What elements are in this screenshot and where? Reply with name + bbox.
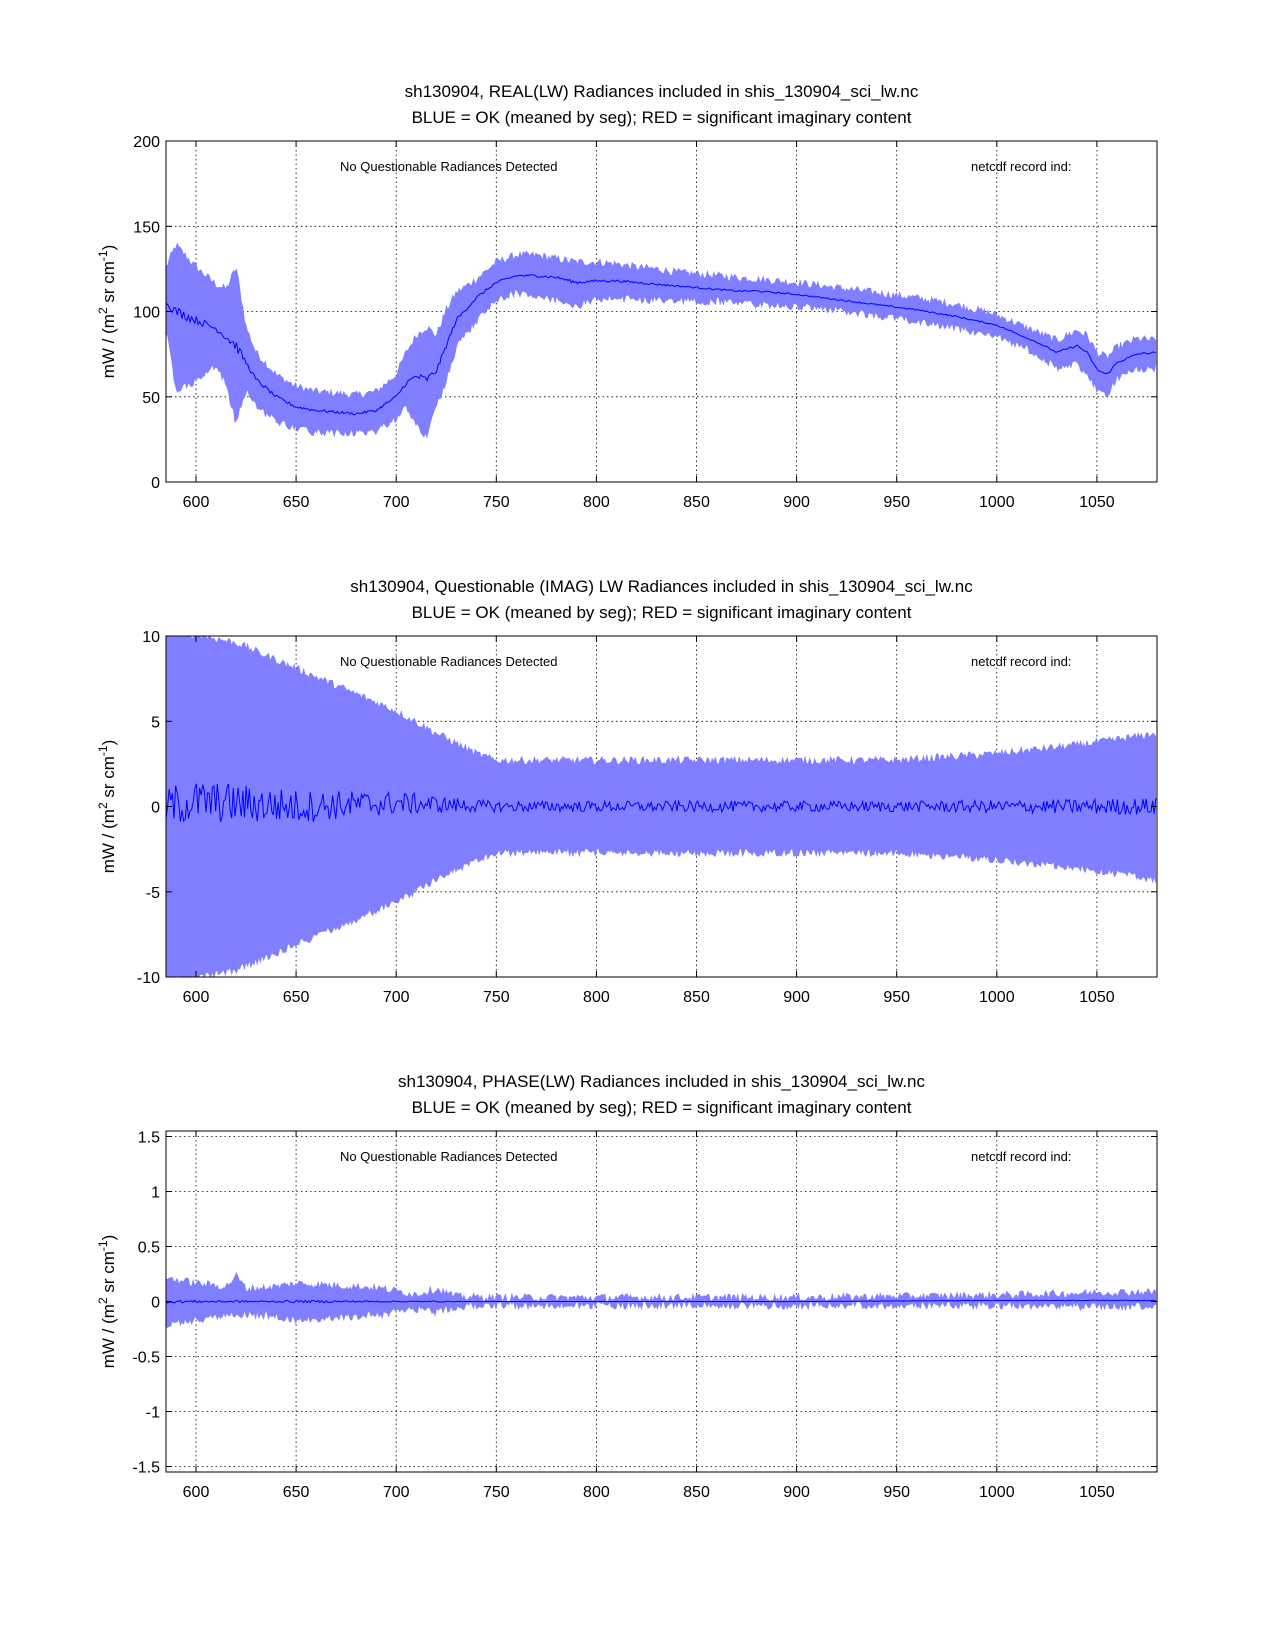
y-tick-label: 0 (151, 800, 160, 817)
x-tick-label: 750 (483, 989, 510, 1006)
plot-area (166, 242, 1157, 439)
plot-area (166, 636, 1157, 977)
y-tick-label: 0 (151, 475, 160, 492)
y-axis-label: mW / (m2 sr cm-1) (96, 740, 118, 874)
x-tick-label: 600 (183, 1484, 210, 1501)
x-tick-label: 1050 (1079, 989, 1115, 1006)
x-tick-label: 800 (583, 989, 610, 1006)
chart-title-line-1: sh130904, PHASE(LW) Radiances included i… (398, 1072, 925, 1091)
x-tick-label: 700 (383, 1484, 410, 1501)
plot-area (166, 1271, 1157, 1328)
x-tick-label: 900 (783, 989, 810, 1006)
annotation-netcdf-record: netcdf record ind: (971, 654, 1071, 669)
annotation-no-questionable: No Questionable Radiances Detected (340, 654, 558, 669)
x-tick-label: 600 (183, 989, 210, 1006)
x-tick-label: 750 (483, 1484, 510, 1501)
y-tick-label: -10 (137, 970, 160, 987)
x-tick-label: 700 (383, 494, 410, 511)
series-mean-line (166, 783, 1157, 823)
y-tick-label: 50 (142, 390, 160, 407)
x-tick-label: 950 (883, 989, 910, 1006)
x-tick-label: 950 (883, 494, 910, 511)
y-tick-label: -0.5 (132, 1350, 160, 1367)
series-mean-line (166, 274, 1157, 416)
y-tick-label: -1 (146, 1405, 160, 1422)
chart-title-line-2: BLUE = OK (meaned by seg); RED = signifi… (412, 108, 912, 127)
x-tick-label: 1050 (1079, 1484, 1115, 1501)
series-envelope-band (166, 1271, 1157, 1328)
y-axis-label: mW / (m2 sr cm-1) (96, 245, 118, 379)
annotation-no-questionable: No Questionable Radiances Detected (340, 1149, 558, 1164)
x-tick-label: 1000 (979, 494, 1015, 511)
annotation-no-questionable: No Questionable Radiances Detected (340, 159, 558, 174)
x-tick-label: 650 (283, 1484, 310, 1501)
x-tick-label: 650 (283, 989, 310, 1006)
y-tick-label: 100 (133, 305, 160, 322)
chart-title-line-1: sh130904, REAL(LW) Radiances included in… (405, 82, 919, 101)
x-tick-label: 900 (783, 494, 810, 511)
x-tick-label: 900 (783, 1484, 810, 1501)
y-tick-label: 10 (142, 629, 160, 646)
annotation-netcdf-record: netcdf record ind: (971, 159, 1071, 174)
x-tick-label: 750 (483, 494, 510, 511)
y-axis-label: mW / (m2 sr cm-1) (96, 1235, 118, 1369)
chart-panel-3: sh130904, PHASE(LW) Radiances included i… (96, 1072, 1158, 1501)
chart-panel-2: sh130904, Questionable (IMAG) LW Radianc… (96, 577, 1158, 1006)
chart-title-line-1: sh130904, Questionable (IMAG) LW Radianc… (350, 577, 973, 596)
x-tick-label: 600 (183, 494, 210, 511)
annotation-netcdf-record: netcdf record ind: (971, 1149, 1071, 1164)
y-tick-label: -5 (146, 885, 160, 902)
x-tick-label: 1050 (1079, 494, 1115, 511)
y-tick-label: 0.5 (138, 1240, 160, 1257)
x-tick-label: 850 (683, 989, 710, 1006)
y-tick-label: 1.5 (138, 1130, 160, 1147)
x-tick-label: 800 (583, 1484, 610, 1501)
y-tick-label: 1 (151, 1185, 160, 1202)
chart-title-line-2: BLUE = OK (meaned by seg); RED = signifi… (412, 603, 912, 622)
series-envelope-band (166, 242, 1157, 439)
x-tick-label: 850 (683, 494, 710, 511)
x-tick-label: 800 (583, 494, 610, 511)
chart-panel-1: sh130904, REAL(LW) Radiances included in… (96, 82, 1158, 511)
y-tick-label: 5 (151, 714, 160, 731)
chart-title-line-2: BLUE = OK (meaned by seg); RED = signifi… (412, 1098, 912, 1117)
y-tick-label: 150 (133, 219, 160, 236)
series-mean-line (166, 1299, 1156, 1304)
y-tick-label: 200 (133, 134, 160, 151)
x-tick-label: 650 (283, 494, 310, 511)
y-tick-label: -1.5 (132, 1460, 160, 1477)
x-tick-label: 1000 (979, 989, 1015, 1006)
x-tick-label: 950 (883, 1484, 910, 1501)
x-tick-label: 700 (383, 989, 410, 1006)
x-tick-label: 850 (683, 1484, 710, 1501)
x-tick-label: 1000 (979, 1484, 1015, 1501)
y-tick-label: 0 (151, 1295, 160, 1312)
